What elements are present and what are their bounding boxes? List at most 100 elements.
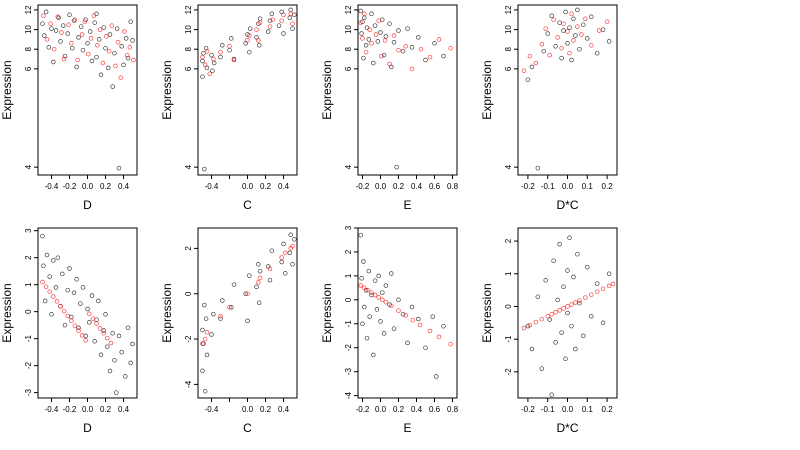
data-point [270,17,275,22]
data-point [375,39,381,44]
data-point [269,248,275,253]
data-point [416,35,421,40]
data-point [122,29,127,34]
data-point [565,304,570,309]
y-tick-label: 4 [24,164,33,169]
y-tick-label: 12 [344,5,353,14]
data-point [44,252,50,258]
data-point [200,341,205,346]
data-point [229,36,234,41]
data-point [40,21,45,26]
data-point [91,13,97,19]
data-point [581,333,586,339]
data-point [606,39,612,44]
points-group [358,8,453,170]
x-tick-label: 0.2 [100,182,112,191]
data-point [51,294,56,299]
y-tick-label: 12 [24,5,33,14]
data-point [577,298,582,303]
data-point [535,165,541,171]
data-point [265,29,271,34]
data-point [372,23,378,28]
y-tick-label: 4 [344,164,353,169]
data-point [405,26,410,31]
data-point [105,344,110,349]
y-tick-label: 6 [24,66,33,71]
data-point [575,24,580,29]
data-point [79,333,85,338]
data-point [53,28,59,33]
data-point [561,21,566,26]
data-point [367,314,372,319]
data-point [589,292,594,297]
plot-frame [517,4,618,176]
data-point [41,13,46,19]
data-point [89,293,95,298]
points-group [521,7,612,171]
data-point [218,54,223,60]
y-tick-label: 2 [184,246,193,251]
data-point [229,305,234,310]
data-point [362,285,367,291]
data-point [380,290,385,295]
x-tick-label: -0.4 [205,182,219,191]
data-point [43,9,49,15]
data-point [571,274,576,280]
data-point [366,268,372,274]
data-point [371,60,376,66]
data-point [62,53,68,59]
x-tick-label: 0.0 [375,405,387,414]
data-point [202,302,207,308]
data-point [100,60,106,66]
data-point [98,352,104,358]
data-point [606,271,612,277]
data-point [83,338,88,343]
data-point [525,77,531,82]
data-point [207,71,212,77]
plot-frame [357,227,458,399]
data-point [561,284,566,290]
data-point [448,45,453,51]
data-point [378,30,383,35]
data-point [553,310,558,315]
data-point [245,318,250,324]
y-tick-label: 8 [184,46,193,51]
data-point [596,28,602,33]
data-point [267,24,273,29]
data-point [358,8,363,14]
data-point [87,320,92,325]
scatter-panel-4: -0.2 -0.1 0.0 0.1 0.2 4 6 8 10 12 D*C Expression [480,4,618,212]
scatter-panel-2: -0.4 0.0 0.2 0.4 4 6 8 10 12 C Expression [160,4,298,212]
data-point [547,52,552,58]
data-point [256,43,262,48]
y-tick-label: 4 [184,164,193,169]
data-point [567,235,572,241]
data-point [529,346,535,352]
data-point [364,25,370,30]
data-point [201,50,206,56]
data-point [202,336,208,342]
data-point [247,26,253,31]
scatter-panel-6: -0.4 0.0 0.2 0.4 -4 -2 0 2 C Expression [160,227,298,435]
data-point [396,47,401,53]
data-point [432,41,437,46]
data-point [58,39,63,44]
data-point [95,43,100,48]
scatter-panel-1: -0.4 -0.2 0.0 0.2 0.4 4 6 8 10 12 D Expression [0,4,138,212]
data-point [383,34,389,39]
data-point [218,314,223,319]
data-point [559,330,564,335]
data-point [391,33,397,38]
data-point [47,289,52,294]
data-point [589,14,594,20]
data-point [610,281,616,287]
data-point [571,16,576,22]
data-point [567,25,572,30]
data-point [600,27,606,32]
data-point [283,271,288,276]
data-point [585,36,590,41]
data-point [61,308,67,314]
data-point [61,56,67,62]
data-point [114,26,120,31]
